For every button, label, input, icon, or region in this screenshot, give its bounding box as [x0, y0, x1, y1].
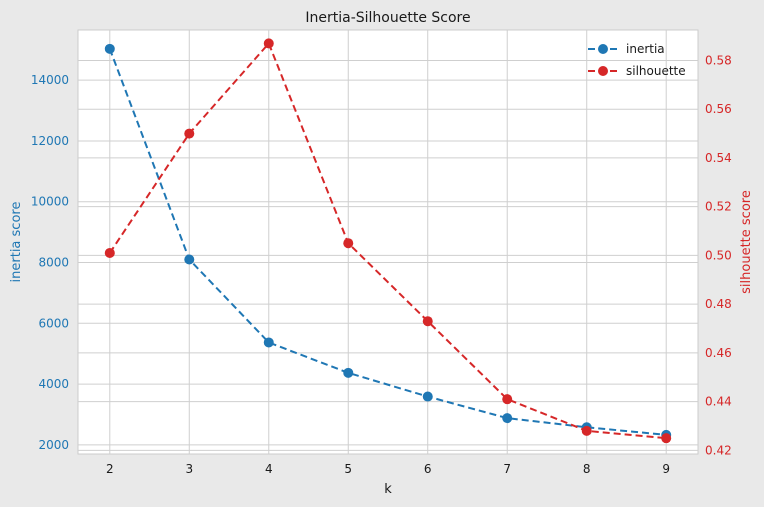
- series-layer: [104, 38, 672, 444]
- y-left-tick-label: 4000: [38, 377, 69, 391]
- data-point-silhouette: [661, 433, 672, 444]
- y-right-axis-ticks: 0.42 0.44 0.46 0.48 0.50 0.52 0.54 0.56 0.58: [705, 53, 732, 457]
- y-left-tick-label: 6000: [38, 316, 69, 330]
- chart-title: Inertia-Silhouette Score: [305, 10, 470, 26]
- x-tick-label: 8: [583, 462, 591, 476]
- data-point-silhouette: [422, 316, 433, 327]
- data-point-inertia: [502, 413, 513, 424]
- series-line-silhouette: [108, 41, 667, 440]
- x-axis-ticks: 2 3 4 5 6 7 8 9: [106, 462, 670, 476]
- legend-label-silhouette: silhouette: [626, 64, 686, 78]
- y-left-tick-label: 2000: [38, 438, 69, 452]
- data-point-inertia: [184, 254, 195, 265]
- y-left-tick-label: 8000: [38, 256, 69, 270]
- x-tick-label: 3: [185, 462, 193, 476]
- series-line-inertia: [108, 48, 667, 436]
- y-right-tick-label: 0.44: [705, 395, 732, 409]
- grid-lines: [78, 30, 698, 454]
- data-point-inertia: [343, 367, 354, 378]
- x-tick-label: 7: [503, 462, 511, 476]
- data-point-inertia: [263, 337, 274, 348]
- legend-marker-silhouette: [598, 66, 608, 76]
- y-left-tick-label: 14000: [31, 73, 69, 87]
- data-point-silhouette: [502, 394, 513, 405]
- legend-label-inertia: inertia: [626, 42, 665, 56]
- y-right-tick-label: 0.56: [705, 102, 732, 116]
- y-right-tick-label: 0.42: [705, 443, 732, 457]
- legend-marker-inertia: [598, 44, 608, 54]
- data-point-silhouette: [581, 425, 592, 436]
- y-right-tick-label: 0.52: [705, 200, 732, 214]
- y-left-tick-label: 12000: [31, 134, 69, 148]
- x-axis-label: k: [384, 482, 392, 497]
- y-right-tick-label: 0.58: [705, 53, 732, 67]
- data-point-inertia: [104, 43, 115, 54]
- y-right-tick-label: 0.54: [705, 151, 732, 165]
- y-right-axis-label: silhouette score: [739, 190, 754, 294]
- y-right-tick-label: 0.46: [705, 346, 732, 360]
- data-point-silhouette: [263, 38, 274, 49]
- data-point-silhouette: [184, 128, 195, 139]
- y-right-tick-label: 0.48: [705, 297, 732, 311]
- x-tick-label: 5: [344, 462, 352, 476]
- y-left-tick-label: 10000: [31, 195, 69, 209]
- x-tick-label: 6: [424, 462, 432, 476]
- data-point-inertia: [422, 391, 433, 402]
- data-point-silhouette: [104, 247, 115, 258]
- x-tick-label: 2: [106, 462, 114, 476]
- x-tick-label: 9: [662, 462, 670, 476]
- y-left-axis-ticks: 2000 4000 6000 8000 10000 12000 14000: [31, 73, 69, 452]
- plot-area: [77, 29, 699, 455]
- data-point-silhouette: [343, 238, 354, 249]
- y-left-axis-label: inertia score: [9, 202, 24, 283]
- y-right-tick-label: 0.50: [705, 248, 732, 262]
- x-tick-label: 4: [265, 462, 273, 476]
- legend: inertia silhouette: [588, 42, 686, 78]
